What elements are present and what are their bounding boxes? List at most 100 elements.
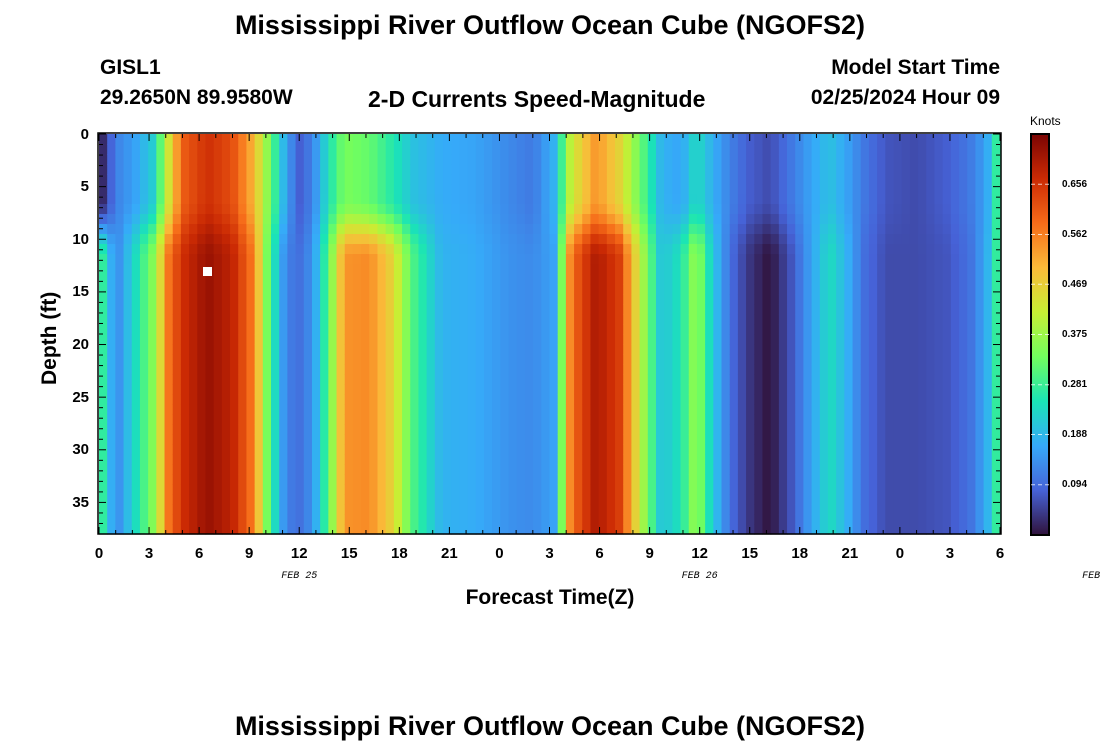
heatmap-cell [688, 314, 698, 325]
heatmap-cell [680, 264, 690, 275]
heatmap-cell [811, 284, 821, 295]
heatmap-cell [836, 174, 845, 185]
heatmap-cell [918, 304, 927, 315]
heatmap-cell [893, 164, 903, 175]
heatmap-cell [303, 304, 313, 315]
heatmap-cell [598, 254, 608, 265]
heatmap-cell [254, 494, 264, 505]
heatmap-cell [508, 154, 518, 165]
heatmap-cell [311, 284, 321, 295]
heatmap-cell [664, 464, 673, 475]
heatmap-cell [770, 374, 780, 385]
heatmap-cell [860, 364, 870, 375]
heatmap-cell [148, 244, 157, 255]
heatmap-cell [230, 204, 239, 215]
heatmap-cell [885, 134, 895, 145]
heatmap-cell [983, 354, 993, 365]
heatmap-cell [541, 244, 551, 255]
heatmap-cell [410, 384, 420, 395]
heatmap-cell [344, 154, 354, 165]
heatmap-cell [623, 204, 633, 215]
heatmap-cell [213, 204, 223, 215]
heatmap-cell [443, 164, 452, 175]
heatmap-cell [99, 374, 108, 385]
heatmap-cell [582, 524, 592, 535]
heatmap-cell [729, 254, 739, 265]
axis-ticks [98, 133, 1001, 535]
heatmap-cell [885, 144, 895, 155]
heatmap-cell [385, 454, 395, 465]
heatmap-cell [778, 514, 788, 525]
heatmap-cell [99, 204, 108, 215]
heatmap-cell [598, 174, 608, 185]
heatmap-cell [213, 164, 223, 175]
heatmap-cell [836, 224, 845, 235]
heatmap-cell [393, 414, 403, 425]
heatmap-cell [680, 514, 690, 525]
heatmap-cell [148, 384, 157, 395]
heatmap-cell [483, 264, 493, 275]
heatmap-cell [361, 274, 370, 285]
heatmap-cell [205, 224, 215, 235]
heatmap-cell [295, 494, 305, 505]
heatmap-cell [672, 194, 682, 205]
heatmap-cell [844, 204, 854, 215]
heatmap-cell [688, 524, 698, 535]
heatmap-cell [574, 194, 583, 205]
heatmap-cell [311, 514, 321, 525]
heatmap-cell [795, 194, 805, 205]
heatmap-cell [279, 374, 288, 385]
heatmap-cell [361, 414, 370, 425]
heatmap-cell [320, 254, 329, 265]
heatmap-cell [475, 204, 485, 215]
heatmap-cell [778, 284, 788, 295]
heatmap-cell [189, 504, 198, 515]
heatmap-cell [860, 434, 870, 445]
heatmap-cell [754, 234, 764, 245]
heatmap-cell [148, 134, 157, 145]
heatmap-cell [402, 384, 411, 395]
heatmap-cell [320, 394, 329, 405]
heatmap-cell [942, 374, 952, 385]
heatmap-cell [426, 504, 436, 515]
heatmap-cell [213, 414, 223, 425]
heatmap-cell [377, 134, 387, 145]
heatmap-cell [352, 254, 362, 265]
heatmap-cell [901, 424, 911, 435]
heatmap-cell [475, 514, 485, 525]
heatmap-cell [991, 364, 1001, 375]
heatmap-cell [623, 284, 633, 295]
heatmap-cell [492, 144, 501, 155]
heatmap-cell [352, 194, 362, 205]
heatmap-cell [885, 484, 895, 495]
heatmap-cell [991, 404, 1001, 415]
heatmap-cell [311, 404, 321, 415]
heatmap-cell [795, 454, 805, 465]
heatmap-cell [926, 214, 936, 225]
heatmap-cell [434, 384, 444, 395]
heatmap-cell [565, 154, 575, 165]
heatmap-cell [885, 254, 895, 265]
heatmap-cell [475, 264, 485, 275]
heatmap-cell [615, 154, 624, 165]
heatmap-cell [729, 484, 739, 495]
heatmap-cell [99, 364, 108, 375]
heatmap-cell [246, 274, 256, 285]
heatmap-cell [156, 224, 166, 235]
heatmap-cell [934, 464, 944, 475]
heatmap-cell [680, 174, 690, 185]
heatmap-cell [803, 184, 813, 195]
heatmap-cell [926, 344, 936, 355]
heatmap-cell [885, 424, 895, 435]
heatmap-cell [197, 474, 207, 485]
heatmap-cell [238, 154, 248, 165]
heatmap-cell [901, 174, 911, 185]
heatmap-cell [934, 324, 944, 335]
heatmap-cell [909, 324, 919, 335]
heatmap-cell [549, 254, 559, 265]
heatmap-cell [541, 314, 551, 325]
heatmap-cell [901, 454, 911, 465]
heatmap-cell [885, 444, 895, 455]
heatmap-cell [606, 424, 616, 435]
heatmap-cell [737, 434, 747, 445]
